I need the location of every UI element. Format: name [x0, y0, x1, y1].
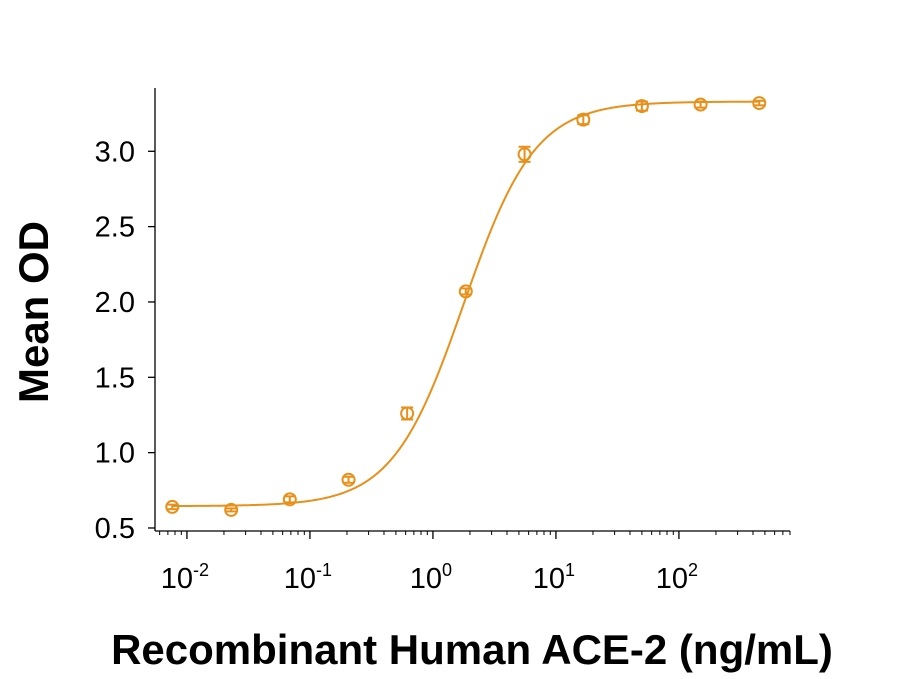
fit-curve: [172, 100, 760, 508]
data-marker: [693, 97, 708, 112]
data-points: [165, 96, 767, 517]
data-marker: [165, 499, 180, 514]
data-point: [458, 284, 473, 299]
data-marker: [634, 99, 649, 114]
data-marker: [752, 96, 767, 111]
y-tick-label: 3.0: [95, 136, 135, 168]
data-point: [282, 492, 297, 507]
data-point: [224, 502, 239, 517]
tick-labels: 0.5 1.0 1.5 2.0 2.5 3.0 10-2 10-1 100 101 102: [95, 136, 698, 595]
x-axis-title: Recombinant Human ACE-2 (ng/mL): [111, 626, 833, 673]
data-marker: [224, 502, 239, 517]
data-marker: [400, 406, 415, 421]
y-tick-label: 1.5: [95, 362, 135, 394]
x-tick-label: 100: [410, 560, 452, 595]
y-tick-label: 1.0: [95, 438, 135, 470]
data-marker: [282, 492, 297, 507]
data-marker: [576, 112, 591, 127]
axes: [154, 88, 790, 532]
x-tick-label: 102: [656, 560, 698, 595]
data-marker: [458, 284, 473, 299]
y-tick-label: 2.0: [95, 287, 135, 319]
data-point: [517, 145, 532, 163]
data-marker: [517, 147, 532, 162]
data-point: [634, 99, 649, 114]
x-tick-label: 10-2: [161, 560, 209, 595]
data-point: [752, 96, 767, 111]
data-point: [341, 472, 356, 487]
y-axis-title: Mean OD: [10, 221, 57, 403]
tick-marks: [148, 150, 791, 539]
x-tick-label: 10-1: [284, 560, 332, 595]
data-point: [576, 112, 591, 127]
data-point: [165, 499, 180, 514]
y-tick-label: 0.5: [95, 513, 135, 545]
y-tick-label: 2.5: [95, 212, 135, 244]
data-point: [400, 406, 415, 421]
data-marker: [341, 472, 356, 487]
x-tick-label: 101: [533, 560, 575, 595]
data-point: [693, 97, 708, 112]
